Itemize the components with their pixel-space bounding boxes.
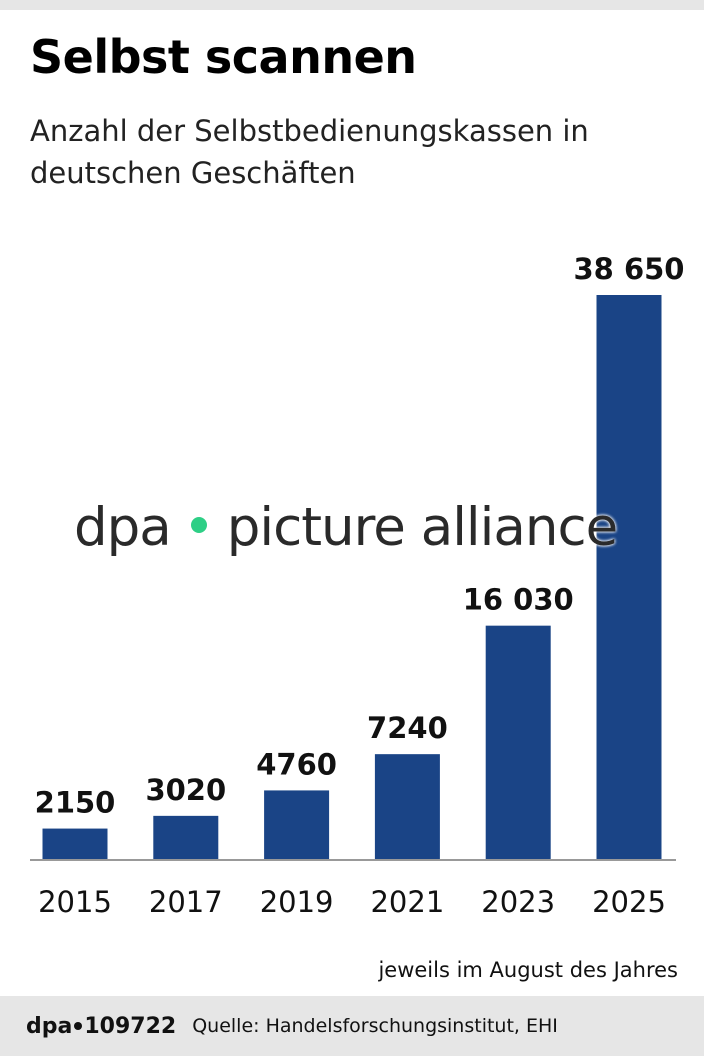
dpa-logo: dpa 109722 (26, 1014, 176, 1039)
value-label-2015: 2150 (35, 786, 116, 820)
bar-2023 (485, 625, 551, 860)
value-labels-group: 2150 3020 4760 7240 16 030 38 650 (35, 252, 685, 820)
value-label-2023: 16 030 (463, 583, 574, 617)
tick-label-2025: 2025 (592, 885, 666, 919)
watermark: dpa picture alliance (74, 497, 618, 558)
tick-label-2015: 2015 (38, 885, 112, 919)
footnote: jeweils im August des Jahres (378, 958, 678, 982)
watermark-dot-icon (190, 517, 207, 534)
bar-2015 (42, 828, 108, 860)
dpa-dot-icon (74, 1022, 83, 1030)
value-label-2017: 3020 (145, 773, 226, 807)
top-strip (0, 0, 704, 10)
footer: dpa 109722 Quelle: Handelsforschungsinsti… (0, 996, 704, 1056)
graphic-id: 109722 (84, 1013, 177, 1039)
bar-2019 (264, 790, 330, 860)
watermark-left-text: dpa (74, 497, 172, 558)
chart-title: Selbst scannen (30, 30, 417, 84)
watermark-right-text: picture alliance (226, 497, 618, 558)
tick-label-2017: 2017 (149, 885, 223, 919)
value-label-2019: 4760 (256, 747, 337, 781)
bars-group (42, 295, 662, 860)
tick-label-2023: 2023 (481, 885, 555, 919)
value-label-2021: 7240 (367, 711, 448, 745)
tick-label-2019: 2019 (260, 885, 334, 919)
bar-2017 (153, 815, 219, 860)
tick-label-2021: 2021 (370, 885, 444, 919)
value-label-2025: 38 650 (574, 252, 685, 286)
dpa-logo-text: dpa (26, 1013, 73, 1039)
bar-2021 (374, 754, 440, 860)
source-text: Quelle: Handelsforschungsinstitut, EHI (192, 1015, 558, 1037)
tick-labels-group: 2015 2017 2019 2021 2023 2025 (38, 885, 666, 919)
chart-subtitle: Anzahl der Selbstbedienungskassen in deu… (30, 114, 589, 190)
bar-2025 (596, 295, 662, 860)
